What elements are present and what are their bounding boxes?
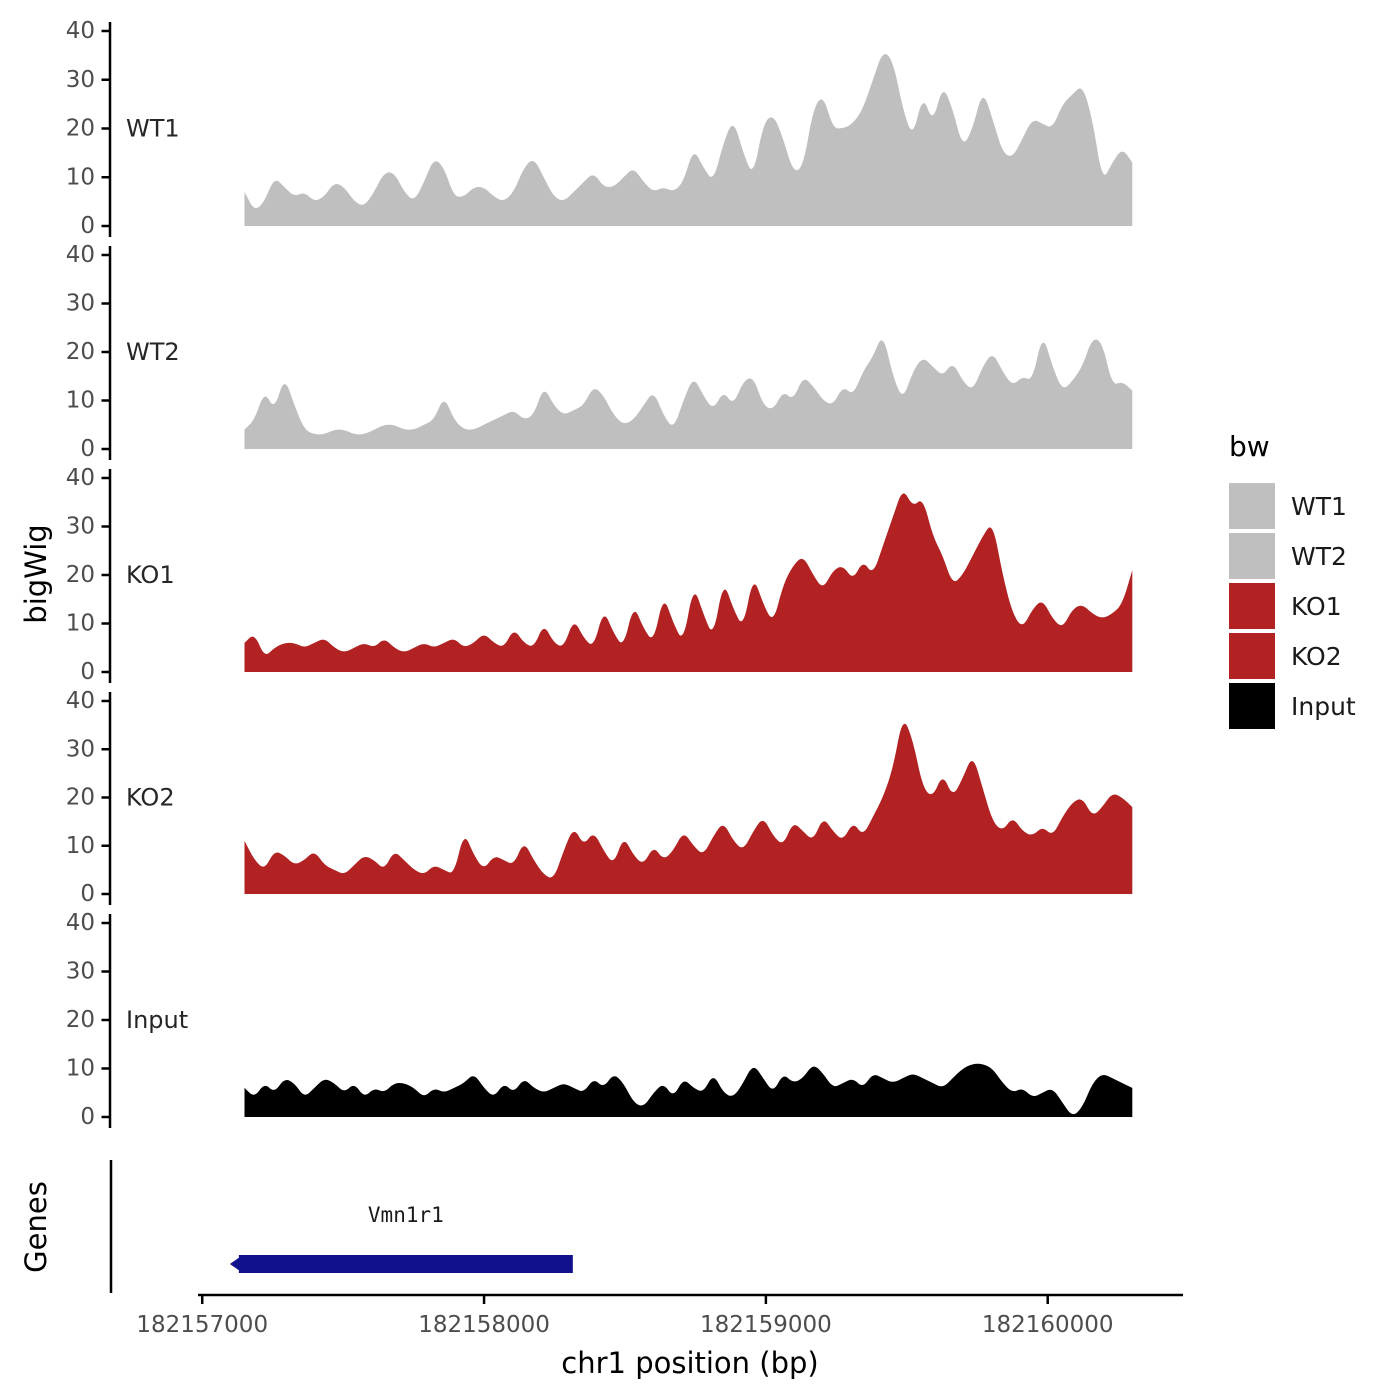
y-tick-label: 30 (66, 291, 95, 317)
y-tick-label: 0 (80, 881, 95, 907)
legend-label: WT1 (1291, 491, 1347, 521)
y-axis-title: bigWig (19, 524, 53, 624)
y-tick-label: 20 (66, 562, 95, 588)
x-tick-label: 182159000 (700, 1312, 832, 1338)
legend-swatch-input (1229, 683, 1275, 729)
y-tick-label: 40 (66, 688, 95, 714)
y-tick-label: 30 (66, 514, 95, 540)
gene-body-vmn1r1 (238, 1255, 573, 1273)
legend-swatch-wt2 (1229, 533, 1275, 579)
y-tick-label: 40 (66, 465, 95, 491)
y-tick-label: 10 (66, 1056, 95, 1082)
gene-strand-arrow (229, 1255, 243, 1273)
legend-swatch-ko2 (1229, 633, 1275, 679)
legend-swatch-wt1 (1229, 483, 1275, 529)
legend-item-wt2: WT2 (1229, 533, 1356, 579)
legend-item-wt1: WT1 (1229, 483, 1356, 529)
y-tick-label: 30 (66, 959, 95, 985)
coverage-area-ko2 (244, 723, 1133, 894)
x-axis-title: chr1 position (bp) (561, 1346, 819, 1380)
coverage-area-wt1 (244, 54, 1133, 226)
x-tick-label: 182157000 (136, 1312, 268, 1338)
legend-item-input: Input (1229, 683, 1356, 729)
y-tick-label: 30 (66, 67, 95, 93)
track-label-input: Input (126, 1006, 188, 1034)
legend-item-ko1: KO1 (1229, 583, 1356, 629)
y-tick-label: 0 (80, 436, 95, 462)
legend-items: WT1 WT2 KO1 KO2 Input (1229, 483, 1356, 729)
legend: bw WT1 WT2 KO1 KO2 Input (1229, 430, 1356, 733)
y-tick-label: 40 (66, 242, 95, 268)
y-tick-label: 20 (66, 785, 95, 811)
coverage-area-input (244, 1063, 1133, 1117)
y-tick-label: 0 (80, 213, 95, 239)
gene-name-label: Vmn1r1 (368, 1203, 444, 1227)
y-tick-label: 20 (66, 1007, 95, 1033)
y-tick-label: 0 (80, 1104, 95, 1130)
legend-label: KO1 (1291, 591, 1342, 621)
legend-label: KO2 (1291, 641, 1342, 671)
y-tick-label: 10 (66, 164, 95, 190)
legend-swatch-ko1 (1229, 583, 1275, 629)
coverage-area-ko1 (244, 493, 1133, 672)
x-tick-label: 182158000 (418, 1312, 550, 1338)
legend-label: WT2 (1291, 541, 1347, 571)
y-tick-label: 40 (66, 910, 95, 936)
y-tick-label: 10 (66, 611, 95, 637)
y-tick-label: 20 (66, 116, 95, 142)
track-label-ko2: KO2 (126, 784, 175, 812)
track-label-wt1: WT1 (126, 115, 180, 143)
coverage-area-wt2 (244, 339, 1133, 449)
genes-axis-title: Genes (19, 1181, 53, 1273)
y-tick-label: 10 (66, 388, 95, 414)
legend-title: bw (1229, 430, 1270, 463)
x-tick-label: 182160000 (982, 1312, 1114, 1338)
y-tick-label: 40 (66, 18, 95, 44)
legend-label: Input (1291, 691, 1356, 721)
track-label-ko1: KO1 (126, 561, 175, 589)
y-tick-label: 20 (66, 339, 95, 365)
y-tick-label: 30 (66, 736, 95, 762)
y-tick-label: 10 (66, 833, 95, 859)
legend-item-ko2: KO2 (1229, 633, 1356, 679)
track-label-wt2: WT2 (126, 338, 180, 366)
y-tick-label: 0 (80, 659, 95, 685)
